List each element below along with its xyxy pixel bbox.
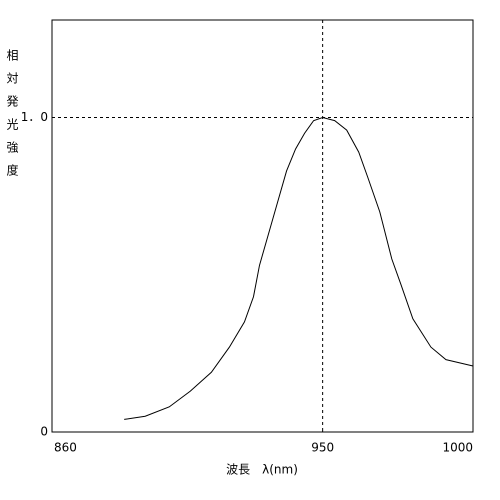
x-tick-label: 950 [311,441,334,455]
plot-frame [51,19,474,433]
x-tick-label: 860 [54,441,77,455]
data-line [124,116,474,420]
x-tick-label: 1000 [442,441,473,455]
y-tick-label: 1．0 [21,110,48,124]
y-tick-label: 0 [40,425,48,439]
x-axis-label: 波長 λ(nm) [226,463,298,477]
y-axis-label: 相対発光強度 [5,49,19,187]
